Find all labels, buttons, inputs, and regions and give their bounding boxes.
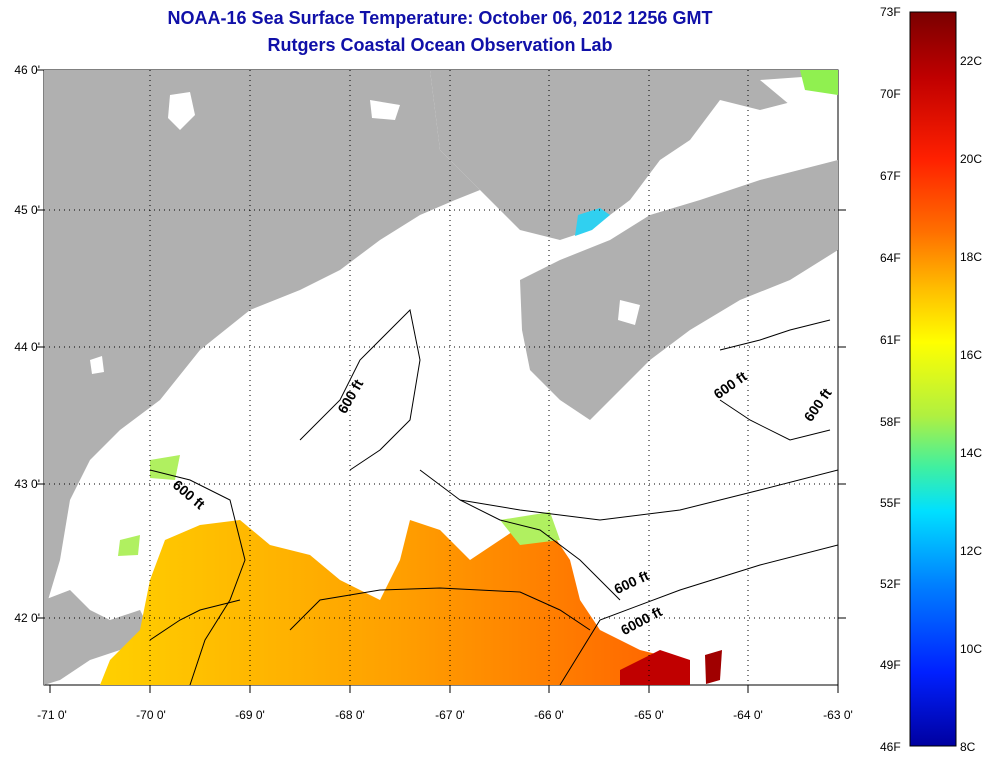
colorbar-c-label: 16C <box>960 348 983 362</box>
lon-label: -64 0' <box>733 708 763 722</box>
colorbar-c-label: 18C <box>960 250 983 264</box>
sst-data-warm <box>100 520 690 685</box>
lon-label: -63 0' <box>823 708 853 722</box>
lon-label: -71 0' <box>37 708 67 722</box>
colorbar-c-label: 10C <box>960 642 983 656</box>
lat-label: 46 0' <box>14 63 40 77</box>
colorbar-c-label: 12C <box>960 544 983 558</box>
lon-label: -66 0' <box>534 708 564 722</box>
colorbar-f-label: 46F <box>880 740 901 754</box>
colorbar-c-label: 8C <box>960 740 976 754</box>
colorbar-f-label: 73F <box>880 5 901 19</box>
lon-label: -67 0' <box>435 708 465 722</box>
lon-label: -70 0' <box>136 708 166 722</box>
colorbar-f-label: 55F <box>880 496 901 510</box>
colorbar-f-label: 58F <box>880 415 901 429</box>
lat-label: 45 0' <box>14 203 40 217</box>
lat-label: 43 0' <box>14 477 40 491</box>
lon-label: -65 0' <box>634 708 664 722</box>
colorbar-f-label: 64F <box>880 251 901 265</box>
subtitle: Rutgers Coastal Ocean Observation Lab <box>267 35 613 55</box>
colorbar-f-label: 49F <box>880 658 901 672</box>
land-nova-scotia <box>520 160 838 420</box>
lat-label: 42 0' <box>14 611 40 625</box>
lat-label: 44 0' <box>14 340 40 354</box>
colorbar <box>909 11 957 747</box>
lon-label: -69 0' <box>235 708 265 722</box>
colorbar-c-label: 22C <box>960 54 983 68</box>
colorbar-f-label: 61F <box>880 333 901 347</box>
colorbar-f-label: 67F <box>880 169 901 183</box>
title: NOAA-16 Sea Surface Temperature: October… <box>167 8 713 28</box>
colorbar-f-label: 52F <box>880 577 901 591</box>
lon-label: -68 0' <box>335 708 365 722</box>
colorbar-c-label: 20C <box>960 152 983 166</box>
colorbar-c-label: 14C <box>960 446 983 460</box>
land-new-brunswick <box>430 70 838 240</box>
land-new-england <box>44 70 480 640</box>
colorbar-f-label: 70F <box>880 87 901 101</box>
land-cape-cod <box>44 590 150 685</box>
